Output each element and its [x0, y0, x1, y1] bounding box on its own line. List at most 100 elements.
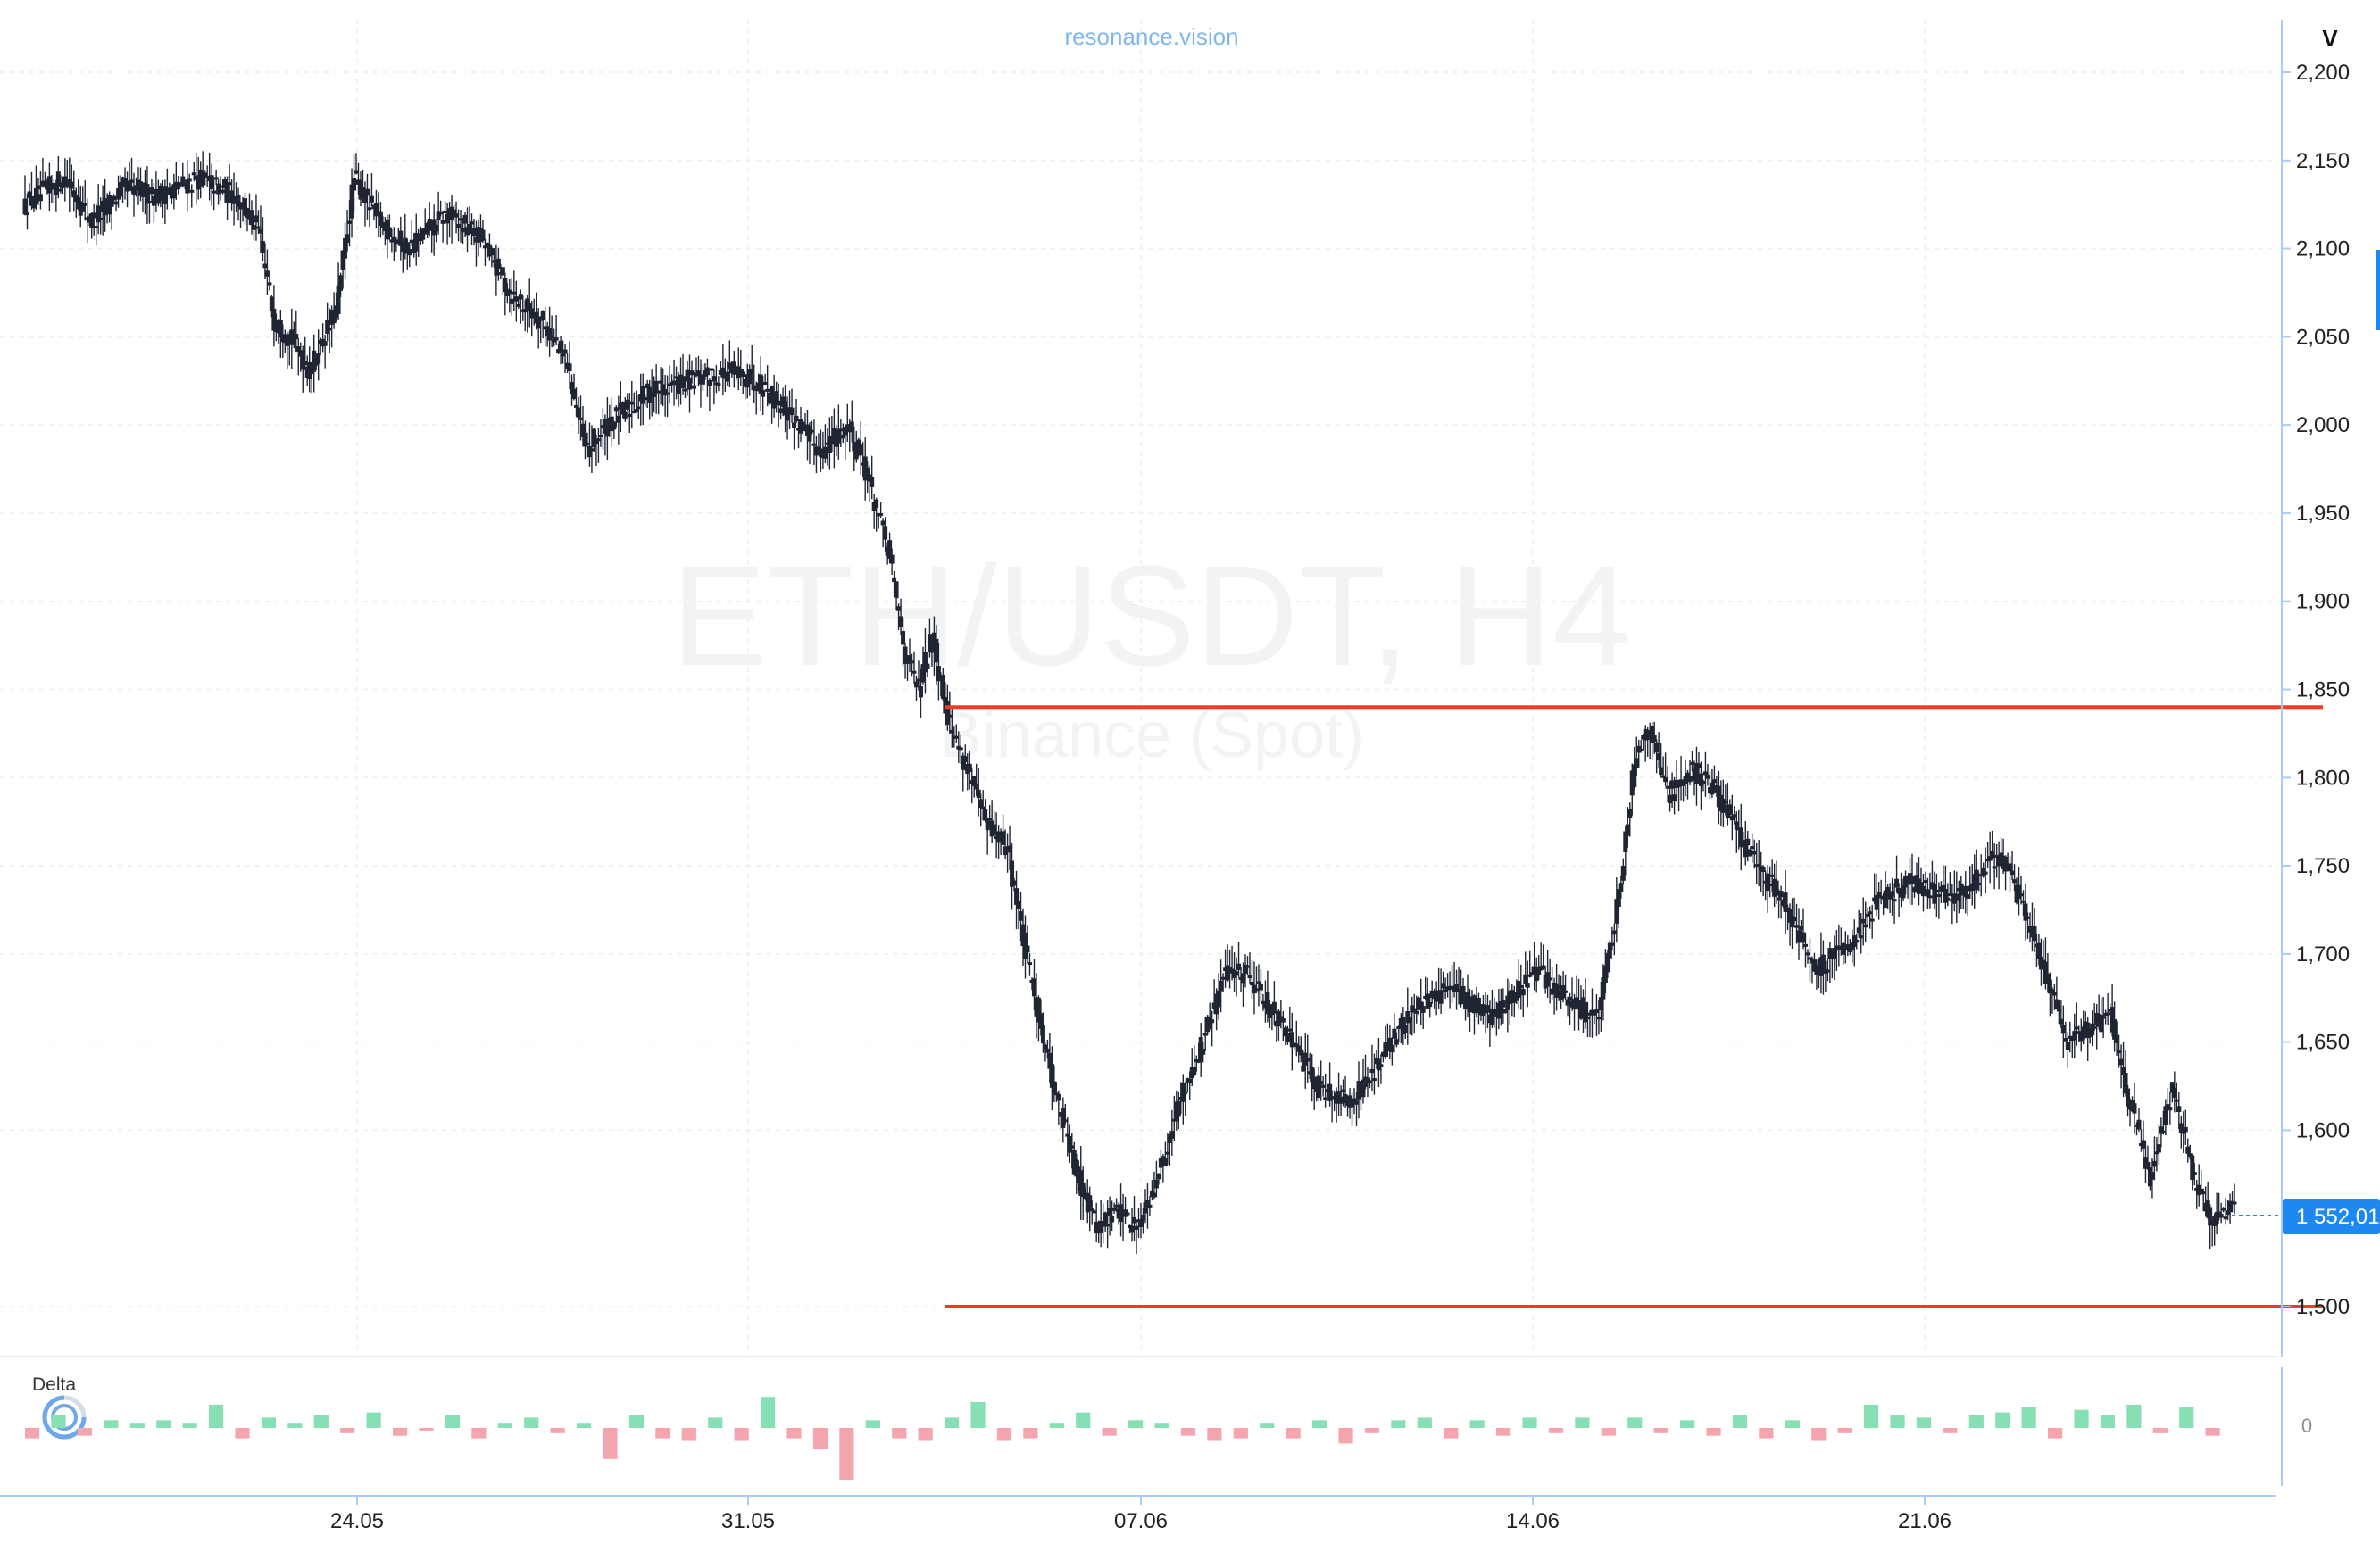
candle: [1681, 782, 1686, 802]
delta-bar: [445, 1415, 461, 1428]
delta-bar: [945, 1417, 960, 1428]
candle: [553, 315, 559, 346]
candle: [1814, 959, 1819, 990]
candle: [1376, 1038, 1381, 1087]
candle: [727, 340, 732, 387]
candle: [1825, 958, 1830, 982]
candle: [595, 428, 601, 463]
delta-bar: [734, 1428, 749, 1441]
candle: [1305, 1034, 1311, 1083]
candle: [1532, 942, 1537, 991]
candle: [2054, 976, 2060, 1009]
delta-bar: [2126, 1404, 2142, 1428]
candle: [1025, 925, 1030, 964]
candle: [1501, 988, 1506, 1024]
candle: [1052, 1065, 1057, 1103]
candle: [1367, 1077, 1372, 1089]
candle: [1660, 756, 1666, 778]
candle: [1865, 907, 1870, 926]
y-tick-label[interactable]: 2,000: [2296, 413, 2350, 437]
candle: [456, 209, 462, 242]
y-tick-label[interactable]: 2,100: [2296, 237, 2350, 261]
candle: [1278, 1000, 1284, 1029]
y-tick-label[interactable]: 1,900: [2296, 590, 2350, 614]
x-tick-label[interactable]: 31.05: [721, 1509, 775, 1533]
y-tick-label[interactable]: 1,750: [2296, 854, 2350, 878]
candle: [378, 202, 383, 238]
candle: [146, 188, 152, 224]
candle: [458, 210, 463, 243]
x-tick-label[interactable]: 24.05: [330, 1509, 384, 1533]
candle: [1411, 993, 1417, 1034]
y-tick-label[interactable]: 1,850: [2296, 678, 2350, 702]
candle: [813, 436, 819, 474]
candle: [1805, 949, 1810, 964]
candle: [1943, 865, 1948, 909]
candle: [1563, 974, 1569, 1000]
candle: [1541, 944, 1546, 970]
candle: [2181, 1111, 2186, 1154]
delta-bar: [2152, 1428, 2168, 1433]
candle: [2118, 1044, 2124, 1089]
candle: [487, 233, 492, 261]
candle: [794, 398, 799, 424]
candle: [2208, 1204, 2213, 1249]
candle: [1402, 1023, 1408, 1039]
y-tick-label[interactable]: 1,950: [2296, 502, 2350, 526]
candle: [2018, 876, 2024, 905]
price-axis-ticks[interactable]: 2,200 2,150 2,100 2,050 2,000 1,950 1,900 1,850…: [2282, 61, 2350, 1319]
candle: [403, 213, 408, 260]
candle: [1003, 829, 1008, 859]
candle: [1247, 952, 1252, 984]
candle: [2025, 912, 2030, 939]
candle: [1476, 992, 1481, 1025]
candle: [1827, 942, 1833, 984]
candle: [736, 347, 741, 391]
candle: [1768, 866, 1773, 898]
y-tick-label[interactable]: 1,800: [2296, 766, 2350, 790]
y-tick-label[interactable]: 1,500: [2296, 1295, 2350, 1319]
candle: [2183, 1109, 2188, 1145]
y-tick-label[interactable]: 1,700: [2296, 942, 2350, 967]
y-tick-label[interactable]: 1,650: [2296, 1031, 2350, 1055]
candle: [2199, 1170, 2204, 1194]
y-tick-label[interactable]: 2,150: [2296, 149, 2350, 173]
candle: [354, 153, 359, 175]
candle: [894, 581, 899, 611]
y-tick-label[interactable]: 2,200: [2296, 61, 2350, 85]
candle: [407, 242, 412, 268]
time-axis-ticks[interactable]: 24.05 31.05 07.06 14.06 21.06: [330, 1496, 1951, 1533]
x-tick-label[interactable]: 21.06: [1898, 1509, 1951, 1533]
candle: [845, 403, 850, 442]
delta-bar: [235, 1428, 250, 1439]
candle: [762, 373, 768, 386]
axis-title[interactable]: V: [2322, 25, 2338, 52]
candle: [216, 179, 221, 205]
candle: [1450, 964, 1455, 1004]
horizontal-levels[interactable]: [945, 705, 2323, 1308]
candle: [398, 216, 404, 261]
candle: [1620, 858, 1626, 885]
candle: [827, 417, 832, 470]
candle: [2151, 1136, 2157, 1181]
candle: [811, 419, 817, 466]
candle: [1129, 1208, 1135, 1242]
x-tick-label[interactable]: 07.06: [1114, 1509, 1168, 1533]
candle: [1132, 1196, 1137, 1241]
y-tick-label[interactable]: 2,050: [2296, 325, 2350, 349]
candle: [294, 310, 299, 353]
delta-bar: [1023, 1428, 1038, 1439]
candle: [2047, 972, 2052, 1017]
candle: [2227, 1193, 2233, 1224]
candle: [1489, 990, 1494, 1028]
candle: [209, 163, 214, 206]
candle: [1734, 811, 1739, 853]
candle: [364, 173, 370, 220]
scroll-handle[interactable]: [2376, 250, 2380, 330]
x-tick-label[interactable]: 14.06: [1506, 1509, 1560, 1533]
candle: [37, 171, 43, 210]
candle: [1832, 935, 1837, 980]
brand-label[interactable]: resonance.vision: [1064, 23, 1238, 50]
y-tick-label[interactable]: 1,600: [2296, 1118, 2350, 1142]
candle: [1378, 1054, 1384, 1084]
